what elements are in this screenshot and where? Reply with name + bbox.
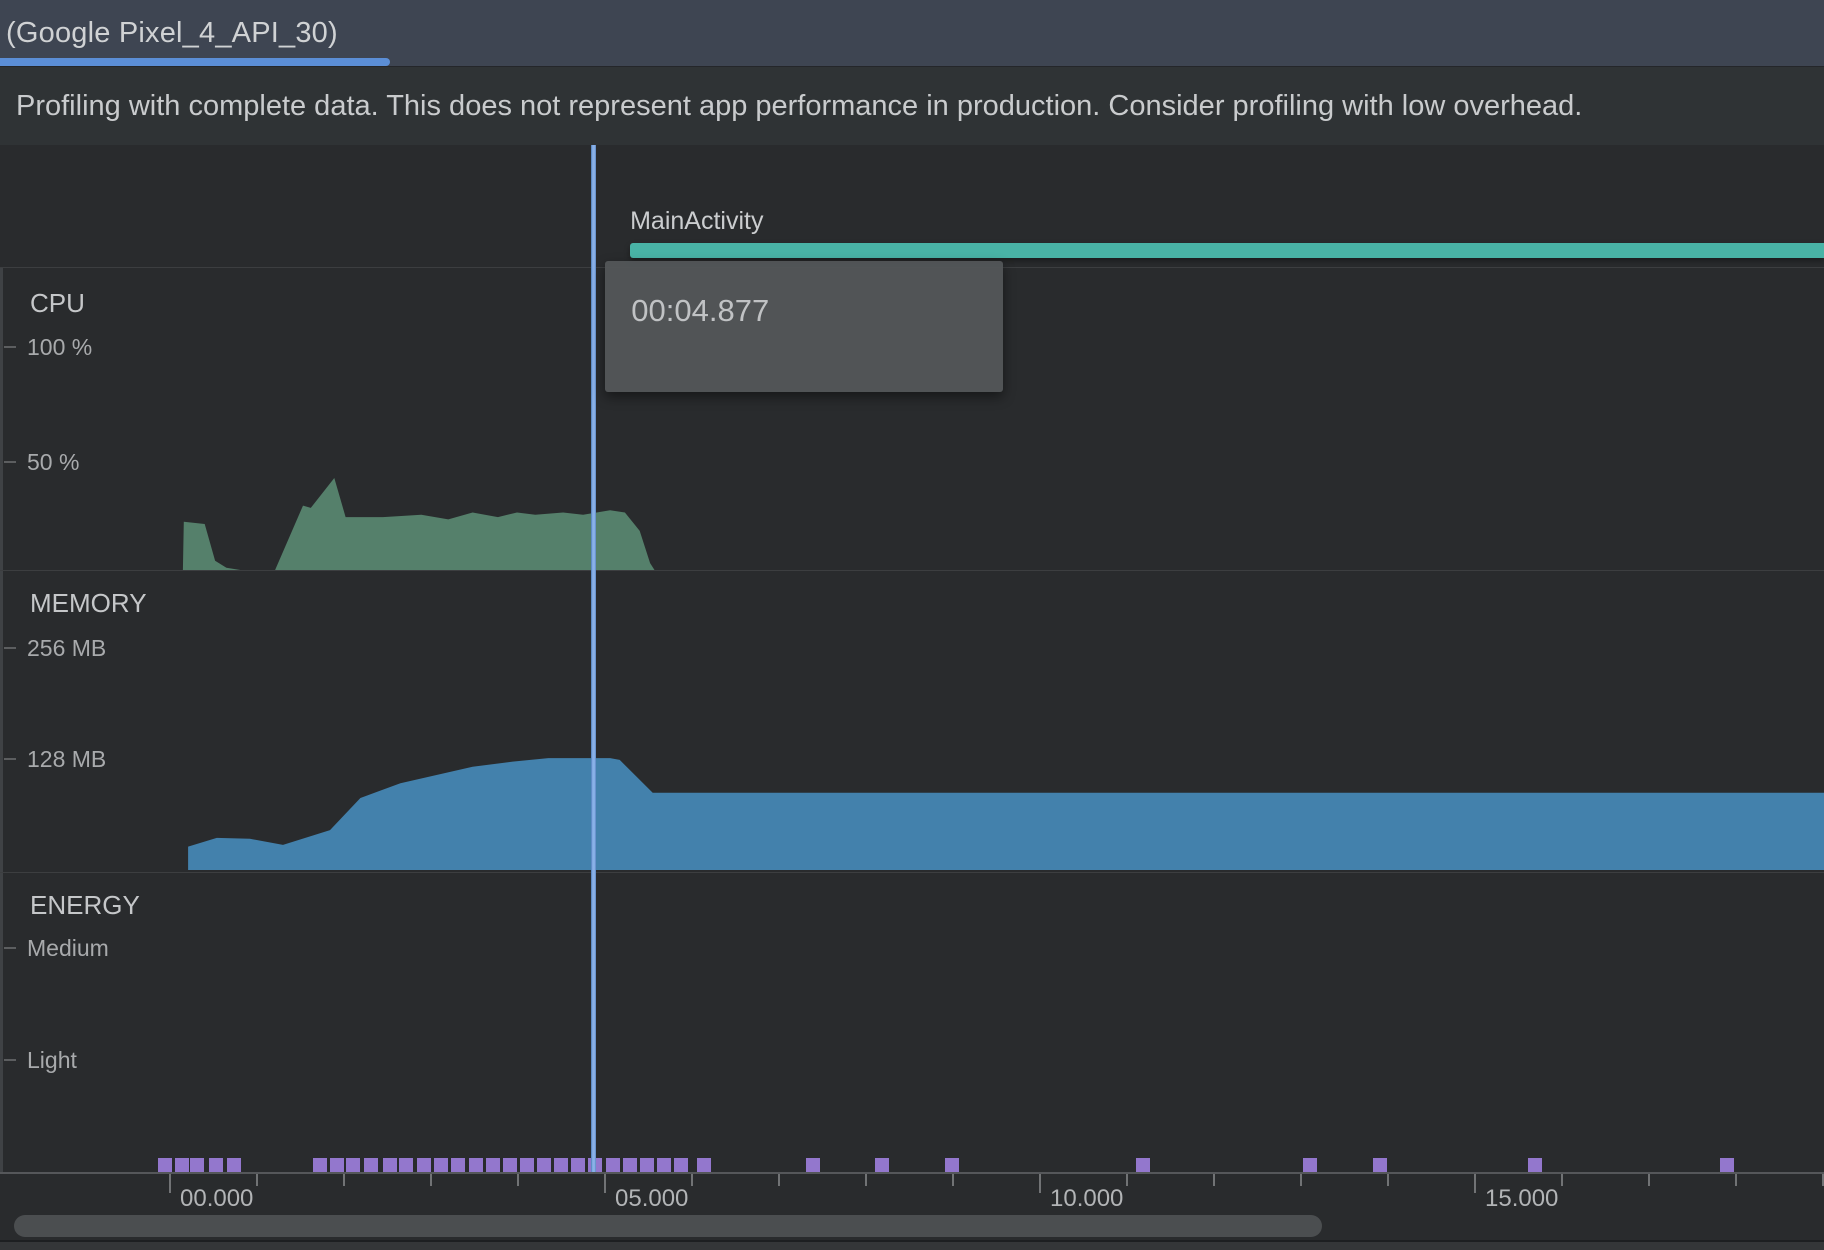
tab-label: (Google Pixel_4_API_30) bbox=[6, 16, 338, 49]
energy-event-marker bbox=[536, 1158, 551, 1172]
memory-section-title: MEMORY bbox=[30, 588, 147, 618]
profiler-timeline[interactable]: MainActivity CPU 100 % 50 % MEMORY 256 M… bbox=[0, 145, 1824, 1250]
energy-event-marker bbox=[416, 1158, 431, 1172]
section-divider bbox=[0, 872, 1824, 873]
energy-event-marker bbox=[398, 1158, 413, 1172]
tick-dash bbox=[4, 947, 16, 949]
energy-event-marker bbox=[639, 1158, 654, 1172]
activity-lifecycle-bar[interactable] bbox=[630, 243, 1824, 258]
energy-event-marker bbox=[1302, 1158, 1317, 1172]
memory-tick-256: 256 MB bbox=[0, 635, 106, 661]
energy-event-marker bbox=[570, 1158, 585, 1172]
tab-device-session[interactable]: (Google Pixel_4_API_30) bbox=[0, 0, 352, 66]
energy-event-marker bbox=[674, 1158, 689, 1172]
cpu-area-chart bbox=[182, 478, 655, 570]
energy-event-marker bbox=[875, 1158, 890, 1172]
section-divider bbox=[0, 570, 1824, 571]
memory-tick-128: 128 MB bbox=[0, 746, 106, 772]
cpu-tick-100: 100 % bbox=[0, 334, 92, 360]
energy-section-title: ENERGY bbox=[30, 890, 140, 920]
energy-event-marker bbox=[329, 1158, 344, 1172]
axis-minor-tick bbox=[1126, 1174, 1128, 1186]
axis-minor-tick bbox=[1387, 1174, 1389, 1186]
panel-bottom-edge bbox=[0, 1240, 1824, 1250]
energy-event-marker bbox=[469, 1158, 484, 1172]
tick-dash bbox=[4, 758, 16, 760]
energy-event-marker bbox=[1136, 1158, 1151, 1172]
axis-minor-tick bbox=[778, 1174, 780, 1186]
energy-event-marker bbox=[434, 1158, 449, 1172]
axis-minor-tick bbox=[343, 1174, 345, 1186]
profiling-warning-text: Profiling with complete data. This does … bbox=[16, 89, 1583, 122]
energy-event-marker bbox=[313, 1158, 328, 1172]
activity-name-label: MainActivity bbox=[630, 207, 764, 235]
energy-event-marker bbox=[157, 1158, 172, 1172]
usage-charts bbox=[182, 478, 1824, 870]
profiling-warning-banner: Profiling with complete data. This does … bbox=[0, 66, 1824, 145]
energy-event-marker bbox=[227, 1158, 242, 1172]
energy-event-marker bbox=[503, 1158, 518, 1172]
axis-minor-tick bbox=[1822, 1174, 1824, 1186]
energy-tick-medium: Medium bbox=[0, 935, 109, 961]
tab-active-underline bbox=[0, 58, 390, 66]
energy-event-marker bbox=[1373, 1158, 1388, 1172]
energy-event-marker bbox=[945, 1158, 959, 1172]
energy-event-marker bbox=[450, 1158, 465, 1172]
axis-minor-tick bbox=[865, 1174, 867, 1186]
axis-time-label: 10.000 bbox=[1050, 1185, 1124, 1212]
axis-major-tick bbox=[169, 1174, 171, 1193]
axis-minor-tick bbox=[1300, 1174, 1302, 1186]
axis-major-tick bbox=[1474, 1174, 1476, 1193]
energy-event-marker bbox=[382, 1158, 397, 1172]
tick-dash bbox=[4, 1059, 16, 1061]
axis-minor-tick bbox=[517, 1174, 519, 1186]
tab-bar: (Google Pixel_4_API_30) bbox=[0, 0, 1824, 66]
energy-event-marker bbox=[697, 1158, 712, 1172]
axis-major-tick bbox=[604, 1174, 606, 1193]
energy-event-marker bbox=[189, 1158, 204, 1172]
axis-major-tick bbox=[1039, 1174, 1041, 1193]
memory-area-chart bbox=[188, 758, 1824, 870]
tick-dash bbox=[4, 461, 16, 463]
tick-dash bbox=[4, 346, 16, 348]
energy-event-marker bbox=[1527, 1158, 1542, 1172]
energy-event-marker bbox=[345, 1158, 360, 1172]
axis-minor-tick bbox=[691, 1174, 693, 1186]
tick-dash bbox=[4, 647, 16, 649]
energy-event-marker bbox=[485, 1158, 500, 1172]
energy-event-marker bbox=[805, 1158, 820, 1172]
cpu-section-title: CPU bbox=[30, 288, 85, 318]
energy-event-marker bbox=[657, 1158, 672, 1172]
energy-event-marker bbox=[363, 1158, 378, 1172]
energy-event-marker bbox=[623, 1158, 638, 1172]
axis-time-label: 00.000 bbox=[180, 1185, 254, 1212]
energy-event-marker bbox=[175, 1158, 190, 1172]
axis-minor-tick bbox=[1561, 1174, 1563, 1186]
axis-time-label: 15.000 bbox=[1485, 1185, 1559, 1212]
energy-event-marker bbox=[605, 1158, 620, 1172]
energy-event-marker bbox=[519, 1158, 534, 1172]
track-left-axis-line bbox=[0, 267, 3, 1172]
cpu-tick-50: 50 % bbox=[0, 449, 79, 475]
energy-tick-light: Light bbox=[0, 1047, 77, 1073]
axis-minor-tick bbox=[1648, 1174, 1650, 1186]
energy-event-marker bbox=[554, 1158, 569, 1172]
horizontal-scrollbar-thumb[interactable] bbox=[14, 1215, 1322, 1237]
energy-event-marker bbox=[1720, 1158, 1735, 1172]
axis-minor-tick bbox=[952, 1174, 954, 1186]
time-tooltip: 00:04.877 bbox=[605, 261, 1004, 392]
energy-event-marker bbox=[208, 1158, 223, 1172]
axis-time-label: 05.000 bbox=[615, 1185, 689, 1212]
axis-minor-tick bbox=[256, 1174, 258, 1186]
timeline-cursor[interactable] bbox=[590, 145, 596, 1172]
axis-minor-tick bbox=[1213, 1174, 1215, 1186]
axis-minor-tick bbox=[1735, 1174, 1737, 1186]
time-axis-line bbox=[0, 1172, 1824, 1174]
tooltip-time: 00:04.877 bbox=[631, 293, 770, 328]
axis-minor-tick bbox=[430, 1174, 432, 1186]
